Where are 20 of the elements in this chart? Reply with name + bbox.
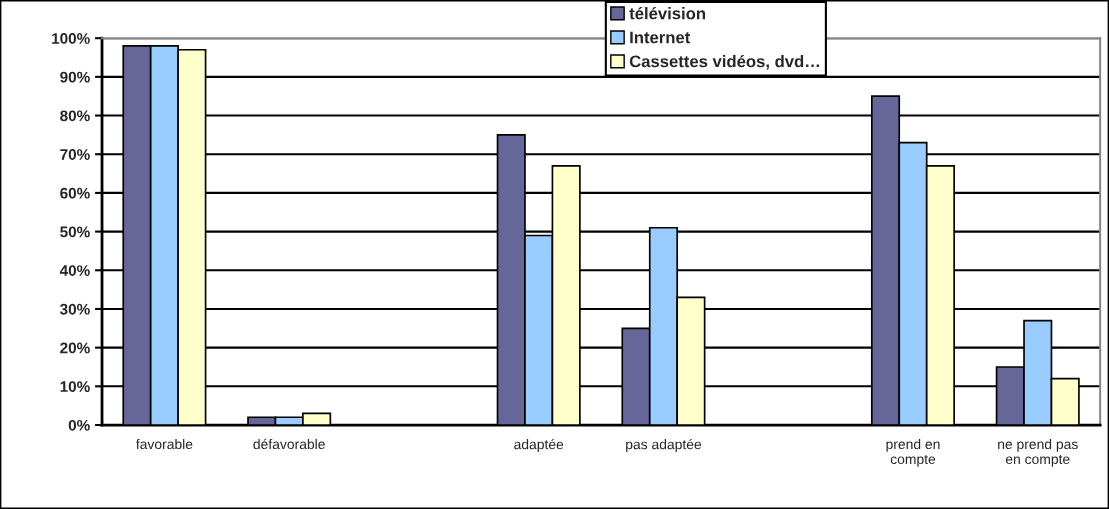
- y-tick-label: 20%: [60, 342, 90, 354]
- x-tick-label: ne prend pas en compte: [998, 438, 1078, 467]
- y-tick-label: 40%: [59, 265, 90, 276]
- x-tick-label: pas adaptée: [626, 438, 702, 453]
- legend-label: Cassettes vidéos, dvd…: [629, 54, 820, 70]
- x-tick-label: prend en compte: [886, 438, 940, 467]
- y-tick-label: 10%: [60, 381, 90, 393]
- x-tick-label: favorable: [136, 438, 193, 450]
- legend-label: Internet: [630, 31, 691, 44]
- y-tick-label: 100%: [52, 33, 90, 44]
- x-tick-label: adaptée: [514, 438, 564, 453]
- x-tick-label: défavorable: [253, 438, 325, 450]
- y-tick-label: 60%: [60, 187, 90, 199]
- y-tick-label: 30%: [60, 303, 90, 315]
- legend-label: télévision: [629, 6, 706, 20]
- y-tick-label: 80%: [60, 110, 90, 122]
- y-tick-label: 50%: [60, 226, 90, 238]
- y-tick-label: 70%: [60, 149, 90, 160]
- y-tick-label: 0%: [68, 419, 90, 431]
- y-tick-label: 90%: [60, 71, 90, 83]
